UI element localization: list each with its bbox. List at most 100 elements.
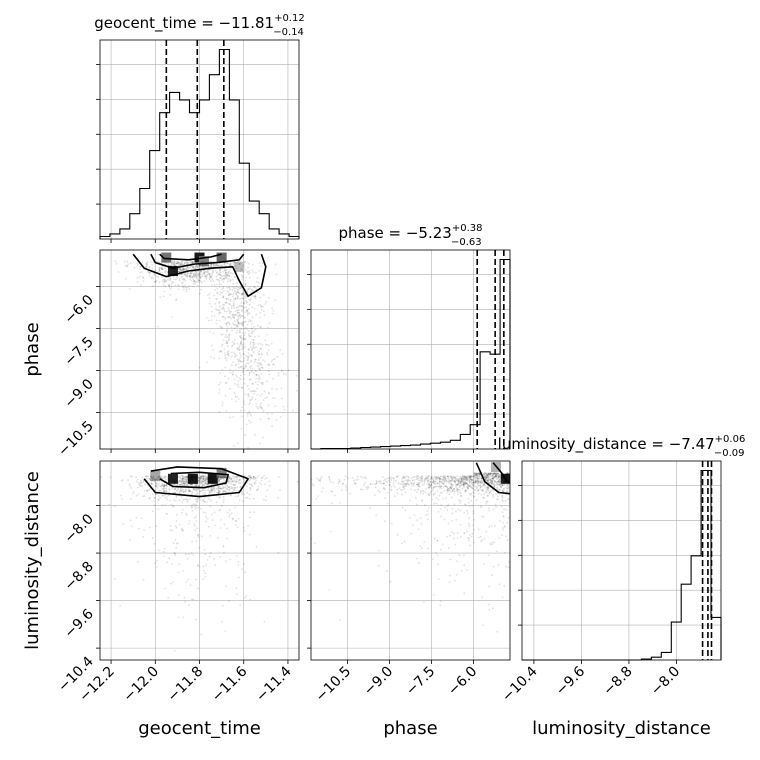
scatter-geocent_time-vs-phase-point [262, 381, 264, 384]
scatter-geocent_time-vs-luminosity_distance-point [296, 480, 299, 483]
scatter-geocent_time-vs-phase-point [184, 267, 187, 270]
scatter-phase-vs-luminosity_distance-point [404, 509, 407, 512]
scatter-geocent_time-vs-phase-point [246, 291, 249, 294]
scatter-phase-vs-luminosity_distance-point [405, 475, 408, 478]
scatter-geocent_time-vs-phase-point [231, 288, 234, 291]
scatter-phase-vs-luminosity_distance-point [448, 481, 450, 483]
scatter-geocent_time-vs-phase-point [239, 356, 242, 359]
scatter-geocent_time-vs-phase-point [239, 298, 241, 300]
scatter-geocent_time-vs-phase-point [195, 265, 198, 267]
scatter-phase-vs-luminosity_distance-point [489, 491, 491, 494]
scatter-geocent_time-vs-luminosity_distance-point [179, 489, 182, 491]
scatter-geocent_time-vs-phase-point [232, 300, 235, 303]
scatter-geocent_time-vs-phase-point [225, 356, 227, 359]
scatter-phase-vs-luminosity_distance-point [507, 483, 510, 485]
scatter-phase-vs-luminosity_distance-point [450, 487, 452, 490]
scatter-phase-vs-luminosity_distance-point [506, 477, 509, 480]
scatter-phase-vs-luminosity_distance-point [455, 518, 458, 521]
scatter-geocent_time-vs-phase-point [153, 281, 156, 283]
scatter-geocent_time-vs-phase-point [239, 322, 242, 325]
scatter-geocent_time-vs-phase-point [229, 288, 231, 291]
scatter-phase-vs-luminosity_distance-point [402, 476, 405, 479]
scatter-phase-vs-luminosity_distance-point [493, 485, 496, 488]
scatter-geocent_time-vs-phase-point [224, 276, 227, 278]
scatter-phase-vs-luminosity_distance-point [377, 489, 380, 492]
scatter-geocent_time-vs-phase-point [170, 265, 173, 267]
scatter-geocent_time-vs-phase-point [256, 291, 258, 294]
scatter-geocent_time-vs-luminosity_distance-point [217, 491, 220, 494]
scatter-phase-vs-luminosity_distance-point [383, 482, 385, 485]
scatter-geocent_time-vs-phase-point [189, 276, 192, 279]
scatter-phase-vs-luminosity_distance-point [500, 505, 503, 508]
scatter-phase-vs-luminosity_distance-point [490, 481, 492, 483]
scatter-geocent_time-vs-luminosity_distance-point [131, 525, 134, 528]
scatter-geocent_time-vs-phase-point [263, 390, 266, 393]
scatter-geocent_time-vs-luminosity_distance-point [198, 481, 201, 484]
scatter-geocent_time-vs-phase-point [170, 270, 173, 273]
scatter-geocent_time-vs-luminosity_distance-point [164, 475, 166, 478]
scatter-phase-vs-luminosity_distance-point [442, 480, 445, 483]
scatter-geocent_time-vs-phase-point [185, 286, 187, 289]
scatter-phase-vs-luminosity_distance-point [469, 484, 471, 487]
scatter-phase-vs-luminosity_distance-point [504, 551, 506, 554]
scatter-geocent_time-vs-phase-point [222, 296, 225, 299]
scatter-geocent_time-vs-luminosity_distance-point [194, 484, 196, 486]
scatter-geocent_time-vs-phase-point [273, 397, 276, 400]
scatter-phase-vs-luminosity_distance-point [482, 483, 485, 486]
scatter-geocent_time-vs-luminosity_distance-point [195, 618, 197, 621]
scatter-phase-vs-luminosity_distance-point [420, 547, 423, 550]
scatter-geocent_time-vs-phase-point [180, 263, 183, 266]
scatter-geocent_time-vs-luminosity_distance-point [195, 485, 198, 487]
scatter-geocent_time-vs-phase-point [192, 285, 195, 288]
scatter-phase-vs-luminosity_distance-point [480, 477, 483, 480]
scatter-geocent_time-vs-phase-point [114, 260, 117, 263]
scatter-geocent_time-vs-phase-point [235, 400, 237, 403]
scatter-phase-vs-luminosity_distance-point [497, 476, 500, 479]
scatter-phase-vs-luminosity_distance-point [494, 475, 497, 478]
scatter-phase-vs-luminosity_distance-point [495, 472, 498, 475]
scatter-phase-vs-luminosity_distance-point [477, 481, 480, 484]
scatter-geocent_time-vs-luminosity_distance-point [228, 480, 231, 482]
scatter-phase-vs-luminosity_distance-point [464, 490, 467, 492]
scatter-phase-vs-luminosity_distance-point [450, 477, 453, 479]
scatter-phase-vs-luminosity_distance-point [477, 489, 479, 492]
scatter-geocent_time-vs-phase-point [266, 396, 268, 399]
scatter-phase-vs-luminosity_distance-point [450, 483, 453, 486]
scatter-geocent_time-vs-phase-point [224, 336, 227, 338]
scatter-phase-vs-luminosity_distance-point [466, 485, 468, 488]
scatter-geocent_time-vs-phase-point [187, 268, 190, 270]
scatter-geocent_time-vs-luminosity_distance-point [228, 486, 231, 488]
scatter-phase-vs-luminosity_distance-point [452, 488, 455, 490]
scatter-phase-vs-luminosity_distance-point [459, 482, 462, 485]
scatter-geocent_time-vs-phase-point [208, 293, 211, 295]
scatter-geocent_time-vs-phase-point [257, 374, 260, 377]
scatter-geocent_time-vs-phase-point [167, 270, 169, 273]
scatter-geocent_time-vs-phase-point [236, 319, 239, 322]
scatter-phase-vs-luminosity_distance-point [390, 476, 393, 479]
scatter-geocent_time-vs-luminosity_distance-point [191, 483, 194, 486]
scatter-geocent_time-vs-luminosity_distance-point [168, 488, 171, 491]
scatter-geocent_time-vs-luminosity_distance-point [206, 483, 209, 486]
scatter-phase-vs-luminosity_distance-point [441, 478, 444, 480]
scatter-geocent_time-vs-luminosity_distance-point [146, 475, 148, 478]
scatter-geocent_time-vs-luminosity_distance-point [217, 475, 220, 478]
scatter-geocent_time-vs-luminosity_distance-point [190, 476, 192, 479]
scatter-geocent_time-vs-luminosity_distance-point [155, 479, 158, 482]
scatter-geocent_time-vs-luminosity_distance-point [114, 578, 117, 580]
scatter-phase-vs-luminosity_distance-point [485, 474, 488, 476]
scatter-geocent_time-vs-phase-point [216, 283, 218, 286]
scatter-geocent_time-vs-luminosity_distance-point [194, 485, 197, 487]
scatter-geocent_time-vs-luminosity_distance-point [167, 478, 169, 480]
scatter-geocent_time-vs-phase-point [262, 310, 265, 313]
scatter-phase-vs-luminosity_distance-point [382, 487, 385, 489]
scatter-phase-vs-luminosity_distance-point [502, 482, 505, 484]
scatter-phase-vs-luminosity_distance-point [485, 491, 488, 494]
scatter-geocent_time-vs-luminosity_distance-point [193, 476, 196, 479]
scatter-geocent_time-vs-luminosity_distance-point [208, 480, 211, 483]
scatter-geocent_time-vs-luminosity_distance-point [221, 477, 224, 479]
scatter-phase-vs-luminosity_distance-point [354, 482, 357, 485]
scatter-phase-vs-luminosity_distance-point [404, 476, 406, 479]
scatter-geocent_time-vs-luminosity_distance-point [178, 483, 181, 486]
scatter-phase-vs-luminosity_distance-point [478, 472, 481, 475]
scatter-geocent_time-vs-phase-point [199, 277, 202, 279]
